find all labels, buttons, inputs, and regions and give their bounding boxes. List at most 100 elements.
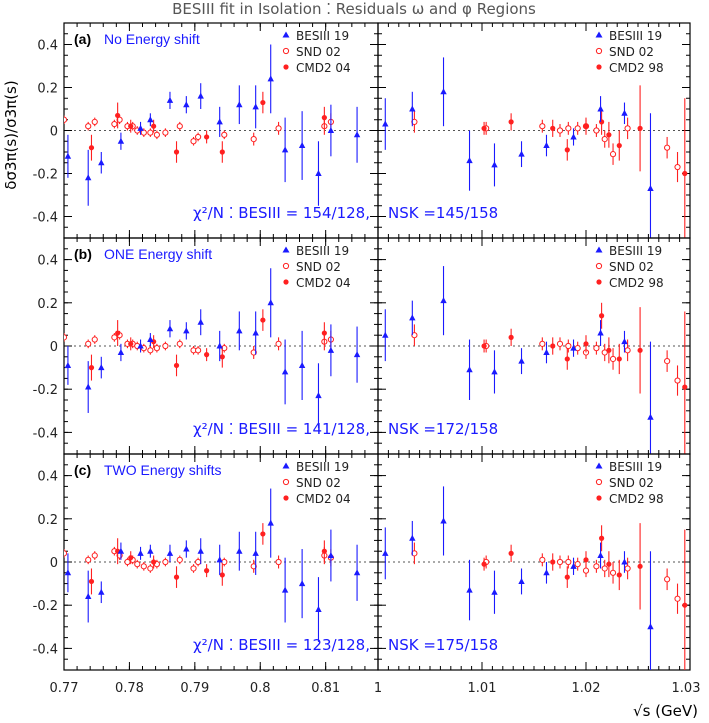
besiii-point: [353, 131, 361, 138]
cmd2-point: [204, 134, 210, 140]
cmd2-point: [321, 115, 327, 121]
legend-snd-marker: [595, 262, 603, 270]
x-tick-label: 1.03: [672, 681, 701, 696]
snd-point: [85, 556, 92, 563]
besiii-point: [183, 101, 190, 108]
besiii-point: [98, 588, 105, 595]
snd-point: [162, 129, 169, 136]
besiii-point: [543, 142, 550, 149]
legend-phi: BESIII 19 SND 02 CMD2 98: [595, 460, 664, 506]
chi2-annotation: χ²/N ⁚ BESIII = 141/128,: [193, 420, 370, 438]
panel-label-desc: No Energy shift: [104, 31, 200, 47]
besiii-point: [621, 338, 628, 345]
besiii-point: [267, 299, 274, 306]
snd-point: [574, 125, 581, 132]
snd-point: [111, 334, 118, 341]
besiii-point: [267, 519, 274, 526]
besiii-point: [236, 101, 243, 108]
besiii-point: [216, 342, 223, 349]
cmd2-point: [637, 125, 643, 131]
cmd2-point: [550, 125, 556, 131]
besiii-point: [64, 361, 72, 368]
legend-besiii-marker: [282, 31, 290, 38]
snd-point: [221, 131, 228, 138]
legend-omega: BESIII 19 SND 02 CMD2 04: [282, 460, 351, 506]
y-tick-label: 0.2: [37, 297, 58, 312]
figure-title: BESIII fit in Isolation ⁚ Residuals ω an…: [172, 0, 536, 18]
cmd2-point: [204, 568, 210, 574]
snd-point: [674, 377, 681, 384]
besiii-point: [570, 562, 577, 569]
x-tick-label: 0.77: [50, 681, 79, 696]
snd-point: [176, 123, 183, 130]
besiii-point: [440, 517, 447, 524]
besiii-point: [621, 109, 628, 116]
legend-label: CMD2 04: [296, 276, 351, 290]
legend-besiii-marker: [282, 462, 290, 469]
snd-point: [195, 347, 202, 354]
besiii-point: [466, 366, 473, 373]
cmd2-point: [115, 330, 121, 336]
snd-point: [190, 138, 197, 145]
snd-point: [275, 558, 282, 566]
besiii-point: [353, 351, 361, 358]
snd-point: [147, 565, 154, 572]
besiii-point: [315, 606, 322, 613]
legend-besiii-marker: [595, 462, 603, 469]
snd-point: [91, 336, 98, 343]
data-points-phi: [382, 486, 688, 670]
besiii-point: [327, 127, 335, 133]
besiii-point: [252, 329, 259, 336]
snd-point: [176, 340, 183, 347]
y-tick-label: 0.2: [37, 82, 58, 97]
cmd2-point: [599, 313, 605, 319]
besiii-point: [597, 105, 604, 112]
legend-cmd2-marker: [283, 495, 289, 501]
snd-point: [539, 123, 546, 130]
panel-2: BESIII 19 SND 02 CMD2 04 0.77 0.78 0.79 0.8 0.8…: [33, 453, 701, 696]
snd-point: [176, 556, 183, 563]
snd-point: [162, 342, 169, 350]
besiii-point: [409, 534, 416, 541]
besiii-point: [298, 142, 306, 149]
snd-point: [565, 125, 572, 132]
panel-1: BESIII 19 SND 02 CMD2 04 BESIII 19 SND 02 CMD…: [33, 237, 691, 455]
cmd2-point: [115, 112, 121, 119]
besiii-point: [298, 361, 306, 368]
snd-point: [609, 569, 617, 576]
cmd2-point: [564, 147, 570, 153]
snd-point: [664, 144, 671, 151]
legend-label: BESIII 19: [609, 29, 662, 43]
cmd2-point: [481, 125, 487, 131]
panel-label-desc: ONE Energy shift: [104, 246, 212, 262]
snd-point: [601, 349, 608, 356]
besiii-point: [491, 368, 498, 375]
snd-point: [609, 355, 617, 363]
besiii-point: [281, 146, 289, 153]
legend-label: SND 02: [296, 260, 341, 274]
besiii-point: [647, 413, 654, 420]
cmd2-point: [151, 123, 157, 129]
besiii-point: [382, 331, 389, 338]
cmd2-point: [606, 347, 612, 353]
legend-snd-marker: [282, 47, 290, 55]
nsk-annotation: NSK =145/158: [388, 204, 498, 222]
y-tick-label: 0: [50, 340, 58, 355]
cmd2-point: [128, 341, 134, 347]
besiii-point: [85, 383, 92, 390]
snd-point: [539, 340, 546, 347]
cmd2-point: [583, 341, 589, 347]
cmd2-point: [564, 356, 570, 362]
cmd2-point: [128, 555, 134, 561]
besiii-point: [137, 342, 144, 349]
legend-label: BESIII 19: [609, 244, 662, 258]
legend-besiii-marker: [595, 246, 603, 253]
besiii-point: [147, 547, 154, 554]
chi2-annotation: χ²/N ⁚ BESIII = 123/128,: [193, 636, 370, 654]
besiii-point: [252, 103, 259, 110]
besiii-point: [440, 297, 447, 304]
snd-point: [190, 565, 197, 572]
snd-point: [85, 123, 92, 130]
cmd2-point: [219, 354, 225, 360]
